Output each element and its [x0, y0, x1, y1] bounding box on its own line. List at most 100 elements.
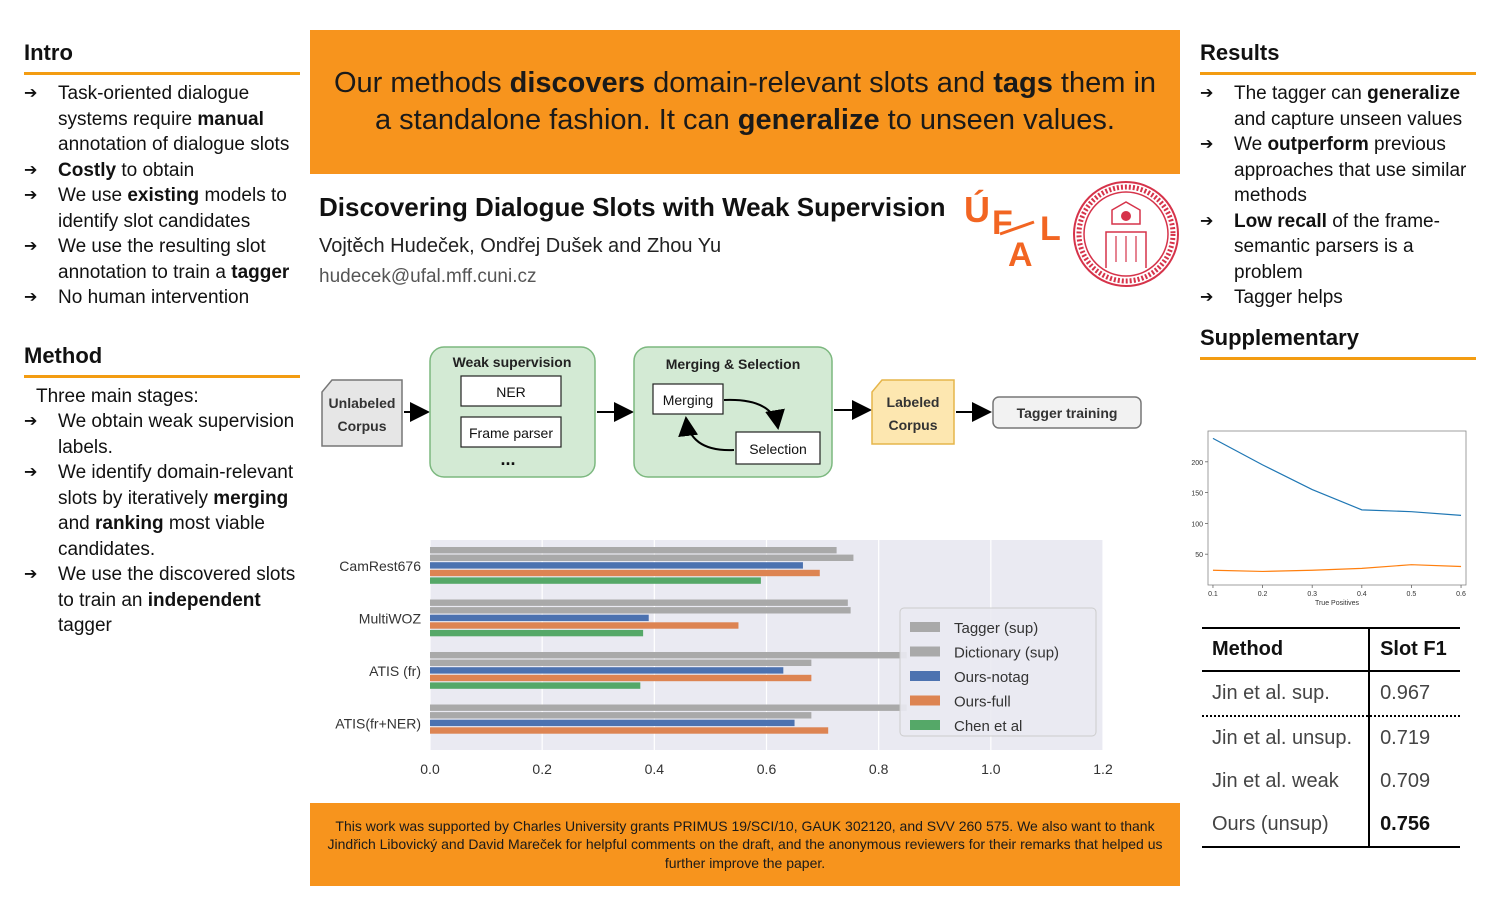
- bar: [430, 704, 907, 711]
- y-tick-label: 150: [1191, 491, 1203, 498]
- intro-list: Task-oriented dialogue systems require m…: [24, 81, 300, 311]
- bar: [430, 614, 649, 622]
- x-tick-label: 0.5: [1407, 591, 1417, 598]
- x-tick-label: 1.0: [981, 761, 1001, 775]
- left-column: Intro Task-oriented dialogue systems req…: [24, 40, 300, 639]
- y-tick-label: 100: [1191, 521, 1203, 528]
- unlabeled-corpus-line2: Corpus: [338, 418, 387, 434]
- table-header-f1: Slot F1: [1369, 627, 1460, 672]
- table-cell-method: Jin et al. unsup.: [1202, 716, 1371, 760]
- x-tick-label: 0.2: [532, 761, 552, 775]
- table-row: Jin et al. unsup. 0.719: [1202, 716, 1460, 760]
- x-tick-label: 0.0: [420, 761, 440, 775]
- legend-label: Dictionary (sup): [954, 645, 1059, 662]
- acknowledgement-footer: This work was supported by Charles Unive…: [310, 803, 1180, 886]
- legend-label: Ours-notag: [954, 669, 1029, 686]
- bullet-item: Tagger helps: [1200, 285, 1476, 311]
- ufal-logo: Ú F A L: [964, 188, 1061, 270]
- bar: [430, 562, 803, 569]
- author-email: hudecek@ufal.mff.cuni.cz: [319, 266, 537, 287]
- x-axis-label: True Positives: [1315, 600, 1360, 605]
- selection-box: Selection: [749, 441, 807, 457]
- method-intro: Three main stages:: [36, 385, 199, 407]
- bullet-item: We identify domain-relevant slots by ite…: [24, 460, 300, 562]
- key-message-banner: Our methods discovers domain-relevant sl…: [310, 30, 1180, 174]
- unlabeled-corpus-shape: [321, 379, 403, 447]
- bar: [430, 554, 854, 561]
- bar: [430, 629, 644, 637]
- results-list: The tagger can generalize and capture un…: [1200, 81, 1476, 311]
- series-line: [1212, 437, 1462, 516]
- table-row: Jin et al. sup. 0.967: [1202, 671, 1460, 717]
- bullet-item: We use existing models to identify slot …: [24, 183, 300, 234]
- legend-label: Tagger (sup): [954, 620, 1038, 637]
- series-line: [1212, 564, 1462, 573]
- intro-heading: Intro: [24, 40, 300, 75]
- y-tick-label: 50: [1195, 552, 1203, 559]
- labeled-corpus-line1: Labeled: [887, 394, 940, 410]
- table-cell-f1: 0.719: [1380, 727, 1431, 749]
- table-cell-method: Jin et al. weak: [1202, 760, 1371, 803]
- ufal-logo-letter-a: A: [1008, 236, 1033, 270]
- legend-swatch: [910, 720, 940, 730]
- x-tick-label: 0.1: [1208, 591, 1218, 598]
- paper-authors: Vojtěch Hudeček, Ondřej Dušek and Zhou Y…: [319, 235, 722, 257]
- category-label: CamRest676: [339, 558, 421, 574]
- x-tick-label: 0.2: [1258, 591, 1268, 598]
- x-tick-label: 0.6: [1456, 591, 1466, 598]
- table-row: Jin et al. weak 0.709: [1202, 760, 1460, 803]
- bar: [430, 674, 812, 682]
- unlabeled-corpus-line1: Unlabeled: [329, 395, 396, 411]
- bullet-item: Costly to obtain: [24, 158, 300, 184]
- bullet-item: No human intervention: [24, 285, 300, 311]
- x-tick-label: 0.4: [645, 761, 665, 775]
- ufal-logo-letter-u: Ú: [964, 188, 990, 230]
- method-list: We obtain weak supervision labels.We ide…: [24, 409, 300, 639]
- x-tick-label: 0.6: [757, 761, 777, 775]
- table-cell-method: Jin et al. sup.: [1202, 671, 1371, 717]
- university-seal-icon: [1073, 181, 1179, 287]
- more-sources-dots: ...: [500, 449, 515, 469]
- table-row: Ours (unsup) 0.756: [1202, 803, 1460, 848]
- labeled-corpus-shape: [871, 379, 955, 445]
- results-heading: Results: [1200, 40, 1476, 75]
- bullet-item: Low recall of the frame-semantic parsers…: [1200, 209, 1476, 286]
- bar: [430, 577, 761, 584]
- bar: [430, 569, 820, 577]
- bar: [430, 599, 848, 606]
- bar: [430, 682, 641, 689]
- legend-swatch: [910, 622, 940, 632]
- method-heading: Method: [24, 343, 300, 378]
- merging-selection-title: Merging & Selection: [666, 356, 801, 372]
- table-cell-f1: 0.709: [1380, 770, 1431, 792]
- bar: [430, 652, 907, 659]
- legend-swatch: [910, 671, 940, 681]
- bullet-item: We use the resulting slot annotation to …: [24, 234, 300, 285]
- bar: [430, 667, 784, 674]
- category-label: MultiWOZ: [359, 611, 422, 627]
- table-header-method: Method: [1202, 627, 1371, 672]
- results-table: Method Slot F1 Jin et al. sup. 0.967 Jin…: [1202, 627, 1460, 848]
- supplementary-heading: Supplementary: [1200, 325, 1476, 360]
- ner-box: NER: [496, 384, 526, 400]
- table-cell-f1: 0.967: [1369, 671, 1460, 717]
- table-cell-f1: 0.756: [1369, 803, 1460, 848]
- pipeline-diagram: Unlabeled Corpus Weak supervision NER Fr…: [321, 346, 1142, 478]
- merging-box: Merging: [663, 392, 714, 408]
- tagger-training-box: Tagger training: [1017, 405, 1118, 421]
- bullet-item: We outperform previous approaches that u…: [1200, 132, 1476, 209]
- category-label: ATIS(fr+NER): [335, 716, 421, 732]
- labeled-corpus-line2: Corpus: [889, 417, 938, 433]
- right-column: Results The tagger can generalize and ca…: [1200, 40, 1476, 366]
- ufal-logo-letter-l: L: [1040, 210, 1061, 248]
- frame-parser-box: Frame parser: [469, 425, 553, 441]
- table-cell-method: Ours (unsup): [1202, 803, 1371, 848]
- footer-text: This work was supported by Charles Unive…: [327, 817, 1163, 871]
- x-tick-label: 0.8: [869, 761, 889, 775]
- banner-text: Our methods discovers domain-relevant sl…: [333, 67, 1157, 136]
- x-tick-label: 0.3: [1307, 591, 1317, 598]
- supplementary-line-chart: 50 100 150 200 0.1 0.2 0.3 0.4 0.5 0.6 True Positi…: [1191, 430, 1467, 605]
- bar: [430, 719, 795, 727]
- bar: [430, 607, 851, 614]
- legend-swatch: [910, 646, 940, 657]
